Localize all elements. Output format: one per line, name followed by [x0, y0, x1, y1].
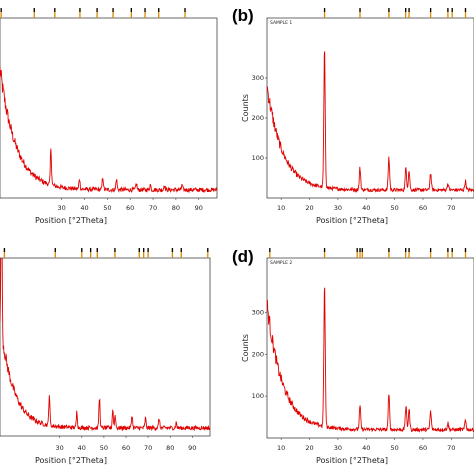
panel-top-left: 30 40 50 60 70 80 90 [0, 8, 218, 212]
xrd-pattern-line [267, 287, 474, 433]
x-tick-label: 80 [166, 444, 174, 452]
x-tick-label: 60 [126, 204, 134, 212]
plot-frame [0, 17, 218, 199]
x-tick-label: 50 [100, 444, 108, 452]
y-tick-label: 200 [252, 114, 264, 122]
y-axis-label-d: Counts [241, 334, 250, 362]
x-tick-label: 40 [78, 444, 86, 452]
xrd-pattern-line [267, 51, 474, 194]
x-tick-label: 30 [334, 444, 342, 452]
xrd-pattern-line [0, 66, 217, 194]
x-tick-label: 60 [419, 204, 427, 212]
y-tick-label: 100 [252, 392, 264, 400]
x-tick-label: 10 [277, 444, 285, 452]
x-tick-label: 70 [144, 444, 152, 452]
plot-frame [266, 257, 474, 439]
panel-letter-b: (b) [232, 6, 254, 25]
panel-bottom-right: 100 200 300 10 20 30 40 50 60 70 [252, 248, 474, 452]
y-tick-label: 300 [252, 74, 264, 82]
x-tick-label: 90 [195, 204, 203, 212]
xrd-pattern-line [0, 258, 210, 432]
x-tick-label: 50 [390, 204, 398, 212]
x-tick-label: 60 [122, 444, 130, 452]
x-axis-label-d: Position [°2Theta] [316, 456, 388, 465]
x-tick-label: 50 [103, 204, 111, 212]
y-tick-label: 200 [252, 350, 264, 358]
x-axis-label-b: Position [°2Theta] [316, 216, 388, 225]
x-tick-label: 70 [447, 204, 455, 212]
x-tick-label: 70 [149, 204, 157, 212]
x-tick-label: 60 [419, 444, 427, 452]
x-tick-label: 10 [277, 204, 285, 212]
sample-label-b: SAMPLE 1 [270, 20, 292, 26]
x-tick-label: 40 [362, 204, 370, 212]
x-axis-label-a: Position [°2Theta] [35, 216, 107, 225]
x-tick-label: 40 [80, 204, 88, 212]
x-axis-label-c: Position [°2Theta] [35, 456, 107, 465]
x-tick-label: 80 [172, 204, 180, 212]
panel-bottom-left: 30 40 50 60 70 80 90 [0, 248, 211, 452]
x-tick-label: 20 [305, 204, 313, 212]
y-tick-label: 300 [252, 308, 264, 316]
x-tick-label: 50 [390, 444, 398, 452]
x-tick-label: 90 [188, 444, 196, 452]
x-tick-label: 20 [305, 444, 313, 452]
x-tick-label: 30 [58, 204, 66, 212]
plot-frame [266, 17, 474, 199]
y-axis-label-b: Counts [241, 94, 250, 122]
x-tick-label: 30 [56, 444, 64, 452]
plot-frame [0, 257, 211, 437]
sample-label-d: SAMPLE 2 [270, 260, 292, 266]
x-tick-label: 30 [334, 204, 342, 212]
panel-top-right: 100 200 300 10 20 30 40 50 60 70 [252, 8, 474, 212]
panel-letter-d: (d) [232, 247, 254, 266]
y-tick-label: 100 [252, 154, 264, 162]
x-tick-label: 40 [362, 444, 370, 452]
x-tick-label: 70 [447, 444, 455, 452]
